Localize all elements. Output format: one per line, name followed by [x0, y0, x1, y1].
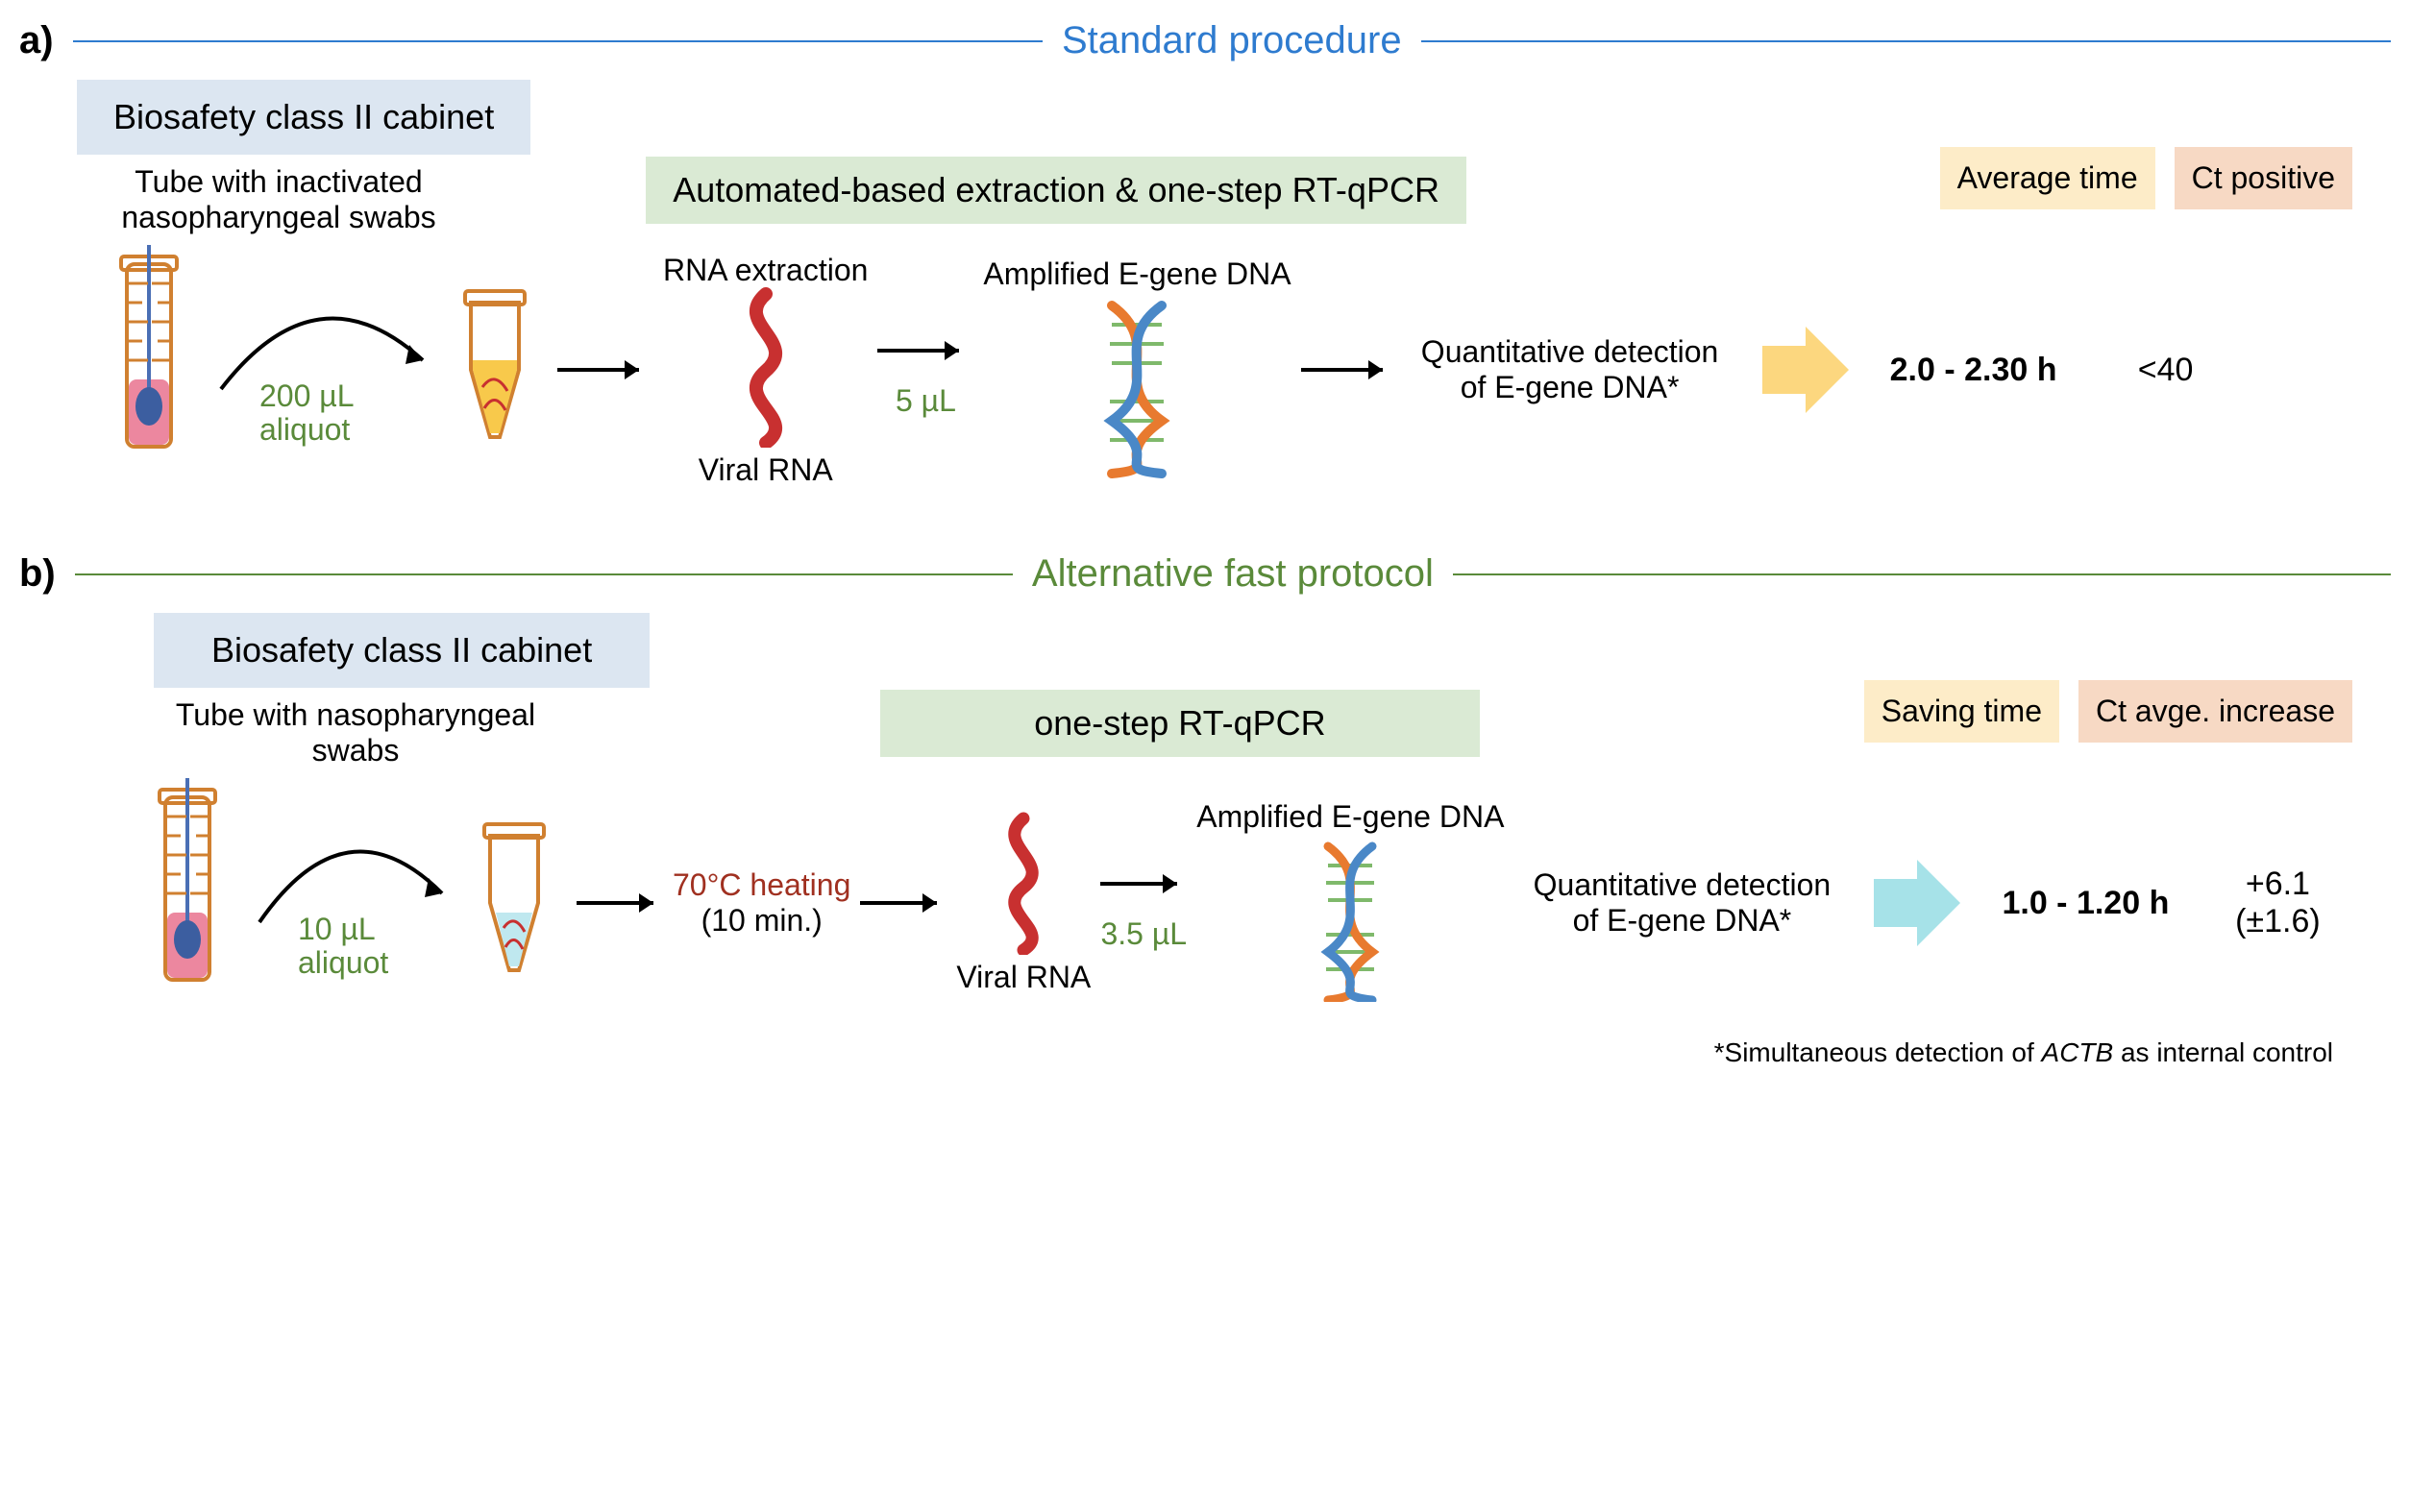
green-banner-text-a: Automated-based extraction & one-step RT…: [673, 170, 1439, 209]
viral-rna-label-b: Viral RNA: [956, 960, 1091, 995]
step-volume-a: 5 µL: [868, 384, 983, 418]
arrow-icon: [868, 322, 983, 379]
aliquot-label-b: 10 µL aliquot: [298, 913, 461, 980]
dna-helix-icon: [1089, 296, 1185, 478]
panel-a-title-bar: a) Standard procedure: [19, 19, 2391, 62]
dna-helix-icon: [1307, 839, 1393, 1002]
rule-left-b: [75, 573, 1013, 575]
panel-b-letter: b): [19, 552, 56, 596]
ct-header-text-a: Ct positive: [2192, 160, 2335, 195]
detection-label-a: Quantitative detection of E-gene DNA*: [1407, 334, 1734, 405]
time-value-b: 1.0 - 1.20 h: [1989, 885, 2181, 922]
panel-a-title: Standard procedure: [1062, 19, 1402, 62]
arrow-icon: [1091, 855, 1196, 913]
block-arrow-icon: [1864, 850, 1970, 956]
amplified-label-b: Amplified E-gene DNA: [1196, 799, 1504, 835]
ct-value-a: <40: [2099, 352, 2233, 389]
arrow-icon: [548, 341, 663, 399]
amplified-label-a: Amplified E-gene DNA: [983, 256, 1291, 292]
arrow-icon: [567, 874, 673, 932]
viral-rna-label-a: Viral RNA: [663, 452, 868, 488]
time-header-text-b: Saving time: [1881, 694, 2042, 728]
block-arrow-icon: [1753, 317, 1858, 423]
green-banner-a: Automated-based extraction & one-step RT…: [646, 157, 1466, 224]
detection-label-b: Quantitative detection of E-gene DNA*: [1518, 867, 1845, 939]
green-banner-text-b: one-step RT-qPCR: [1034, 703, 1325, 743]
time-header-a: Average time: [1940, 147, 2155, 209]
time-header-text-a: Average time: [1957, 160, 2138, 195]
microtube-icon: [461, 807, 567, 999]
ct-header-text-b: Ct avge. increase: [2096, 694, 2335, 728]
biosafety-box-b: Biosafety class II cabinet: [154, 613, 650, 688]
footnote: *Simultaneous detection of ACTB as inter…: [19, 1037, 2391, 1068]
heating-time: (10 min.): [673, 903, 850, 939]
heating-label: 70°C heating: [673, 867, 850, 903]
swab-tube-icon: [135, 778, 250, 1028]
aliquot-label-a: 200 µL aliquot: [259, 379, 442, 447]
arrow-icon: [850, 874, 956, 932]
step-volume-b: 3.5 µL: [1091, 917, 1196, 951]
biosafety-label-b: Biosafety class II cabinet: [211, 630, 592, 670]
rna-helix-icon: [985, 811, 1062, 955]
biosafety-label-a: Biosafety class II cabinet: [113, 97, 494, 136]
ct-header-b: Ct avge. increase: [2078, 680, 2352, 743]
time-value-a: 2.0 - 2.30 h: [1878, 352, 2070, 389]
microtube-icon: [442, 274, 548, 466]
rule-left: [73, 40, 1043, 42]
panel-b-title-bar: b) Alternative fast protocol: [19, 552, 2391, 596]
time-header-b: Saving time: [1864, 680, 2059, 743]
rule-right-b: [1453, 573, 2391, 575]
ct-value-b: +6.1 (±1.6): [2210, 866, 2345, 940]
tube-label-a: Tube with inactivated nasopharyngeal swa…: [77, 164, 480, 235]
panel-b: b) Alternative fast protocol Biosafety c…: [19, 552, 2391, 1068]
green-banner-b: one-step RT-qPCR: [880, 690, 1479, 757]
panel-b-title: Alternative fast protocol: [1032, 552, 1434, 596]
rna-helix-icon: [723, 284, 809, 448]
swab-tube-icon: [96, 245, 211, 495]
arrow-icon: [1291, 341, 1407, 399]
rule-right: [1421, 40, 2391, 42]
ct-header-a: Ct positive: [2175, 147, 2352, 209]
panel-a: a) Standard procedure Biosafety class II…: [19, 19, 2391, 495]
biosafety-box-a: Biosafety class II cabinet: [77, 80, 530, 155]
rna-extraction-label: RNA extraction: [663, 253, 868, 288]
tube-label-b: Tube with nasopharyngeal swabs: [154, 697, 557, 768]
panel-a-letter: a): [19, 19, 54, 62]
